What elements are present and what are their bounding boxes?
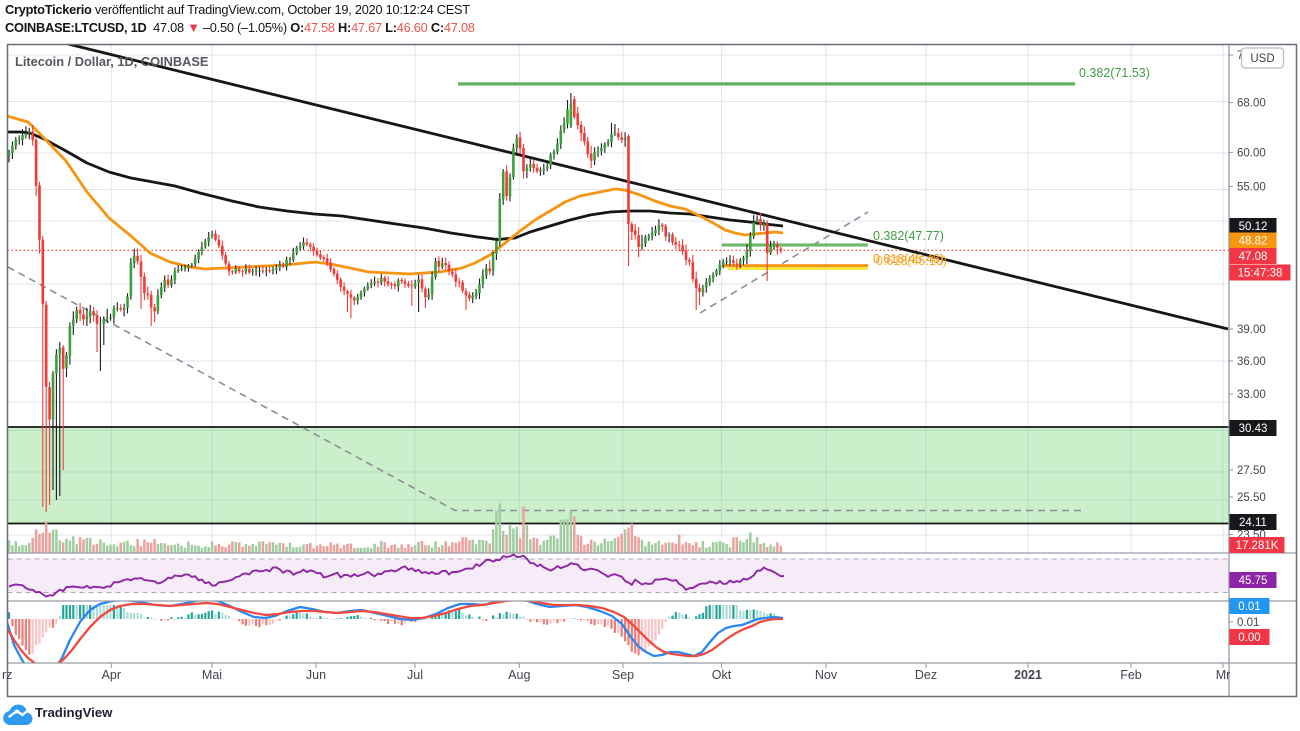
svg-text:0.01: 0.01 (1237, 617, 1259, 629)
svg-text:TradingView: TradingView (35, 705, 113, 720)
svg-text:45.75: 45.75 (1239, 575, 1268, 587)
svg-text:USD: USD (1250, 53, 1274, 65)
svg-text:Aug: Aug (508, 668, 530, 682)
svg-text:7: 7 (1237, 50, 1243, 62)
svg-text:68.00: 68.00 (1237, 98, 1266, 110)
svg-text:Sep: Sep (612, 668, 634, 682)
svg-text:0.382(71.53): 0.382(71.53) (1079, 66, 1150, 80)
svg-text:60.00: 60.00 (1237, 147, 1266, 159)
svg-text:0.00: 0.00 (1238, 632, 1260, 644)
svg-text:Nov: Nov (815, 668, 838, 682)
svg-text:24.11: 24.11 (1239, 517, 1267, 529)
svg-text:36.00: 36.00 (1237, 356, 1266, 368)
svg-text:39.00: 39.00 (1237, 324, 1266, 336)
svg-text:48.82: 48.82 (1239, 236, 1268, 248)
svg-text:17.281K: 17.281K (1236, 540, 1279, 552)
svg-text:33.00: 33.00 (1237, 389, 1266, 401)
svg-text:Apr: Apr (102, 668, 121, 682)
svg-text:Okt: Okt (712, 668, 732, 682)
svg-text:Jun: Jun (306, 668, 326, 682)
svg-text:0.618(45.46): 0.618(45.46) (873, 252, 944, 266)
svg-text:Mai: Mai (202, 668, 222, 682)
svg-text:Dez: Dez (915, 668, 937, 682)
svg-text:Feb: Feb (1120, 668, 1142, 682)
svg-text:15:47:38: 15:47:38 (1238, 268, 1283, 280)
svg-text:27.50: 27.50 (1237, 465, 1266, 477)
svg-text:Jul: Jul (407, 668, 423, 682)
svg-text:30.43: 30.43 (1239, 423, 1268, 435)
svg-text:55.00: 55.00 (1237, 182, 1266, 194)
svg-text:25.50: 25.50 (1237, 492, 1266, 504)
svg-text:47.08: 47.08 (1239, 251, 1268, 263)
svg-text:rz: rz (2, 668, 12, 682)
svg-text:0.618(45.10): 0.618(45.10) (876, 254, 947, 268)
svg-text:0.01: 0.01 (1238, 601, 1260, 613)
svg-text:0.382(47.77): 0.382(47.77) (873, 229, 944, 243)
svg-text:Mr: Mr (1216, 668, 1231, 682)
svg-text:2021: 2021 (1014, 668, 1042, 682)
svg-text:Litecoin / Dollar, 1D, COINBAS: Litecoin / Dollar, 1D, COINBASE (15, 54, 209, 69)
svg-text:50.12: 50.12 (1239, 221, 1268, 233)
